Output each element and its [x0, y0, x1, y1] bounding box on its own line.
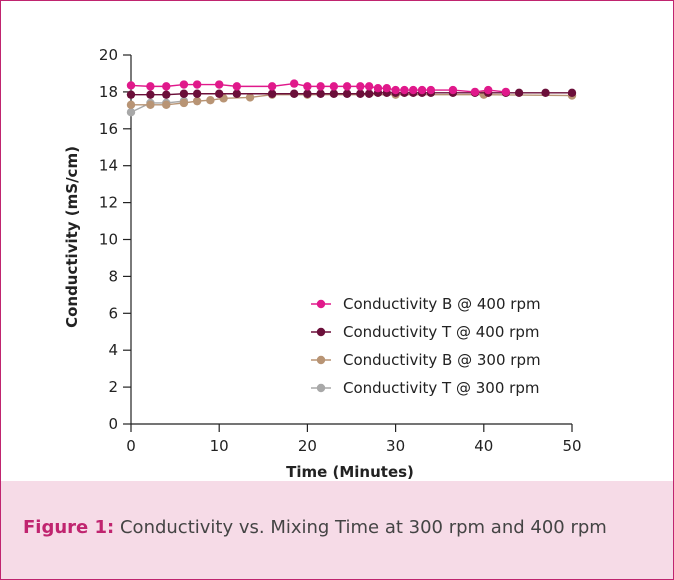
data-point — [409, 85, 418, 95]
data-point — [289, 79, 299, 88]
data-point — [267, 82, 277, 91]
data-point — [501, 87, 511, 97]
data-point — [329, 82, 339, 91]
figure-caption: Figure 1: Conductivity vs. Mixing Time a… — [23, 517, 607, 538]
data-point — [245, 93, 255, 102]
series-1 — [126, 79, 511, 97]
data-point — [126, 81, 136, 90]
data-point — [303, 82, 312, 91]
x-tick-label: 10 — [210, 437, 229, 455]
y-tick-label: 8 — [108, 267, 118, 285]
data-point — [470, 87, 480, 97]
series-4 — [126, 96, 189, 117]
legend-label: Conductivity B @ 400 rpm — [343, 295, 541, 313]
legend-label: Conductivity B @ 300 rpm — [343, 351, 541, 369]
data-point — [146, 100, 155, 110]
data-point — [303, 89, 312, 98]
data-point — [126, 90, 136, 99]
legend-item: Conductivity T @ 400 rpm — [311, 323, 539, 341]
data-point — [162, 82, 171, 91]
legend-swatch-marker — [316, 327, 326, 337]
legend-swatch-marker — [316, 383, 326, 393]
data-point — [289, 89, 299, 98]
data-point — [162, 90, 171, 99]
data-point — [356, 89, 365, 98]
legend-swatch-marker — [316, 299, 326, 309]
data-point — [391, 85, 400, 95]
x-tick-label: 40 — [474, 437, 493, 455]
y-tick-label: 0 — [108, 415, 118, 433]
y-tick-label: 16 — [99, 120, 118, 138]
data-point — [356, 82, 365, 91]
y-tick-label: 4 — [108, 341, 118, 359]
chart-legend: Conductivity B @ 400 rpm Conductivity T @… — [311, 295, 541, 397]
series-layer — [126, 79, 577, 117]
y-tick-label: 6 — [108, 304, 118, 322]
data-point — [206, 96, 215, 105]
caption-bar: Figure 1: Conductivity vs. Mixing Time a… — [1, 481, 673, 579]
data-point — [541, 88, 550, 98]
y-tick-label: 18 — [99, 83, 118, 101]
data-point — [484, 85, 493, 95]
data-point — [417, 85, 427, 95]
conductivity-chart: 0 2 4 6 8 10 12 14 16 18 20 0 10 20 30 40 50 Conductivit… — [63, 46, 582, 481]
y-axis-title: Conductivity (mS/cm) — [63, 146, 81, 328]
y-tick-label: 20 — [99, 46, 118, 64]
data-point — [329, 89, 339, 98]
data-point — [192, 80, 202, 89]
data-point — [179, 89, 189, 98]
data-point — [215, 80, 224, 89]
data-point — [192, 89, 202, 98]
legend-item: Conductivity B @ 400 rpm — [311, 295, 541, 313]
data-point — [146, 90, 155, 99]
data-point — [126, 107, 136, 117]
series-line — [130, 100, 184, 113]
data-point — [267, 89, 277, 98]
legend-swatch-marker — [316, 355, 326, 365]
legend-item: Conductivity T @ 300 rpm — [311, 379, 539, 397]
data-point — [373, 84, 383, 93]
data-point — [179, 98, 189, 108]
data-point — [514, 88, 524, 98]
legend-item: Conductivity B @ 300 rpm — [311, 351, 541, 369]
data-point — [215, 89, 224, 98]
data-point — [426, 85, 436, 95]
y-tick-label: 14 — [99, 157, 118, 175]
data-point — [364, 89, 374, 98]
data-point — [232, 89, 242, 98]
y-tick-label: 12 — [99, 194, 118, 212]
figure-caption-text: Conductivity vs. Mixing Time at 300 rpm … — [119, 517, 607, 538]
data-point — [567, 88, 577, 98]
data-point — [162, 100, 171, 110]
data-point — [146, 82, 155, 91]
data-point — [342, 82, 352, 91]
data-point — [192, 96, 202, 106]
data-point — [316, 82, 325, 91]
x-tick-label: 20 — [298, 437, 317, 455]
data-point — [448, 85, 458, 95]
x-tick-label: 50 — [562, 437, 581, 455]
data-point — [232, 82, 242, 91]
data-point — [126, 100, 136, 110]
y-tick-label: 10 — [99, 231, 118, 249]
x-tick-label: 30 — [386, 437, 405, 455]
data-point — [364, 82, 374, 91]
data-point — [316, 89, 325, 98]
data-point — [342, 89, 352, 98]
data-point — [400, 85, 409, 95]
data-point — [179, 80, 189, 89]
x-tick-label: 0 — [126, 437, 136, 455]
figure-label: Figure 1: — [23, 517, 115, 538]
data-point — [382, 84, 391, 93]
legend-label: Conductivity T @ 400 rpm — [343, 323, 539, 341]
y-tick-label: 2 — [108, 378, 118, 396]
chart-axes: 0 2 4 6 8 10 12 14 16 18 20 0 10 20 30 40 50 — [99, 46, 582, 455]
x-axis-title: Time (Minutes) — [286, 463, 414, 481]
legend-label: Conductivity T @ 300 rpm — [343, 379, 539, 397]
